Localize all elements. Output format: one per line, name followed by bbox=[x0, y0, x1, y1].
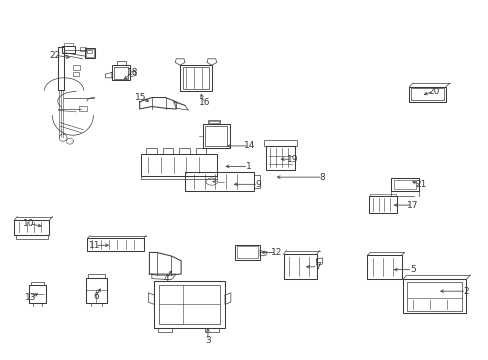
Bar bbox=[73, 65, 80, 69]
Bar bbox=[208, 121, 219, 123]
Text: 3: 3 bbox=[204, 336, 210, 345]
Text: 7: 7 bbox=[314, 262, 320, 271]
Bar bbox=[180, 65, 211, 91]
Text: 13: 13 bbox=[25, 293, 37, 302]
Text: 1: 1 bbox=[245, 162, 251, 171]
Text: 11: 11 bbox=[89, 241, 101, 250]
Bar bbox=[410, 88, 443, 100]
Bar bbox=[112, 65, 130, 80]
Bar bbox=[141, 176, 216, 179]
Bar bbox=[184, 172, 254, 192]
Text: 8: 8 bbox=[319, 173, 325, 182]
Text: 5: 5 bbox=[409, 265, 415, 274]
Bar bbox=[154, 281, 224, 328]
Text: 18: 18 bbox=[126, 68, 138, 77]
Bar bbox=[283, 254, 316, 279]
Bar bbox=[266, 145, 294, 170]
Bar bbox=[86, 278, 106, 303]
Text: 4: 4 bbox=[163, 274, 169, 283]
Text: 17: 17 bbox=[406, 201, 418, 210]
Text: 14: 14 bbox=[243, 141, 255, 150]
Bar bbox=[88, 274, 104, 278]
Bar bbox=[234, 244, 260, 260]
Bar bbox=[203, 125, 229, 148]
Bar bbox=[146, 148, 157, 154]
Bar bbox=[406, 282, 462, 311]
Text: 22: 22 bbox=[50, 51, 61, 60]
Bar bbox=[390, 178, 418, 192]
Bar bbox=[179, 148, 189, 154]
Bar bbox=[158, 328, 171, 332]
Bar bbox=[162, 148, 173, 154]
Bar bbox=[254, 175, 260, 188]
Bar bbox=[207, 120, 220, 125]
Bar bbox=[369, 194, 395, 196]
Bar bbox=[117, 61, 125, 65]
Bar bbox=[64, 43, 73, 46]
Bar bbox=[182, 67, 209, 89]
Text: 9: 9 bbox=[255, 180, 261, 189]
Bar bbox=[205, 328, 219, 332]
Text: 16: 16 bbox=[198, 98, 210, 107]
Bar bbox=[402, 279, 466, 314]
Text: 21: 21 bbox=[414, 180, 426, 189]
Text: 20: 20 bbox=[427, 86, 439, 95]
Text: 12: 12 bbox=[270, 248, 281, 257]
Bar bbox=[86, 49, 94, 57]
Bar bbox=[31, 282, 44, 285]
Bar bbox=[236, 246, 258, 258]
Bar bbox=[195, 148, 206, 154]
Bar bbox=[87, 238, 143, 251]
Bar bbox=[80, 47, 85, 51]
Bar bbox=[29, 285, 46, 303]
Text: 10: 10 bbox=[23, 219, 35, 228]
Bar bbox=[114, 67, 128, 79]
Bar bbox=[366, 255, 401, 279]
Text: 15: 15 bbox=[135, 93, 146, 102]
Bar bbox=[408, 87, 445, 102]
Bar bbox=[73, 72, 79, 76]
Bar bbox=[141, 154, 216, 176]
Bar bbox=[14, 220, 49, 234]
Bar bbox=[61, 46, 75, 53]
Text: 6: 6 bbox=[93, 292, 99, 301]
Bar bbox=[79, 106, 87, 111]
Bar bbox=[16, 234, 47, 239]
Text: 19: 19 bbox=[286, 155, 297, 164]
Bar bbox=[368, 196, 396, 213]
Bar bbox=[87, 50, 92, 53]
Bar bbox=[159, 285, 220, 324]
Bar bbox=[84, 48, 95, 58]
Bar bbox=[393, 180, 415, 189]
Bar bbox=[264, 140, 296, 145]
Bar bbox=[205, 126, 227, 146]
Text: 2: 2 bbox=[463, 287, 468, 296]
